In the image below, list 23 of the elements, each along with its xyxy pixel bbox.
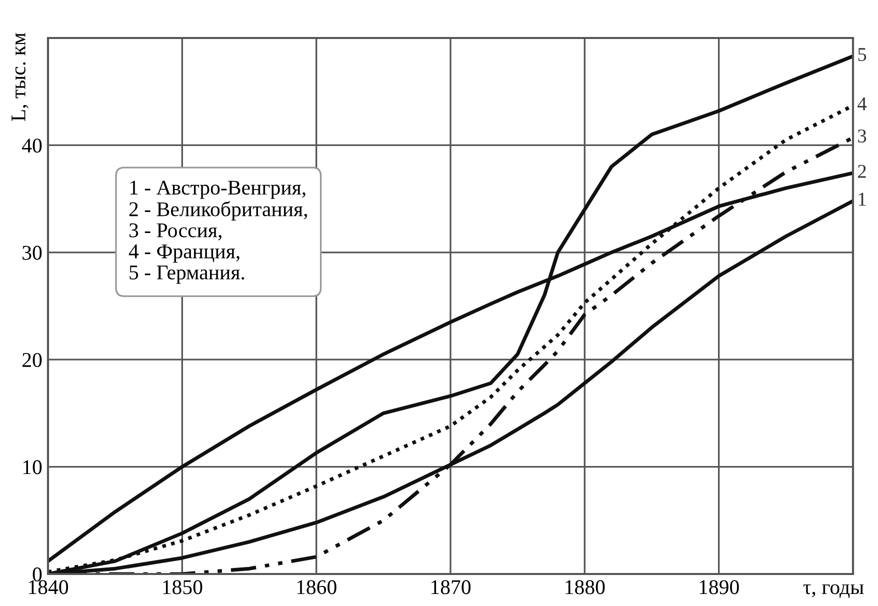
series-label: 5 (858, 48, 866, 62)
annotation: 3 - Россия, (129, 223, 222, 240)
x-tick-label: 1850 (163, 580, 202, 594)
x-axis-title: τ, годы (803, 584, 864, 598)
y-tick-label: 0 (32, 567, 42, 582)
x-tick-label: 1870 (432, 580, 471, 594)
y-axis-title: L, тыс. км (12, 32, 28, 122)
y-tick-label: 20 (22, 352, 42, 368)
annotation: 5 - Германия. (130, 266, 244, 284)
y-tick-label: 30 (22, 246, 42, 260)
y-tick-label: 10 (23, 460, 42, 474)
x-tick-label: 1880 (566, 580, 605, 594)
y-tick-label: 40 (22, 138, 42, 153)
x-tick-label: 1860 (297, 580, 336, 594)
annotation: 2 - Великобритания, (129, 201, 307, 221)
annotation: 1 - Австро-Венгрия, (130, 180, 306, 199)
x-tick-label: 1840 (29, 580, 68, 594)
series-label: 3 (858, 129, 866, 143)
annotation: 4 - Франция, (128, 244, 240, 263)
series-label: 2 (858, 164, 866, 178)
x-tick-label: 1890 (700, 580, 739, 594)
series-label: 1 (858, 192, 866, 206)
series-label: 4 (858, 97, 867, 110)
